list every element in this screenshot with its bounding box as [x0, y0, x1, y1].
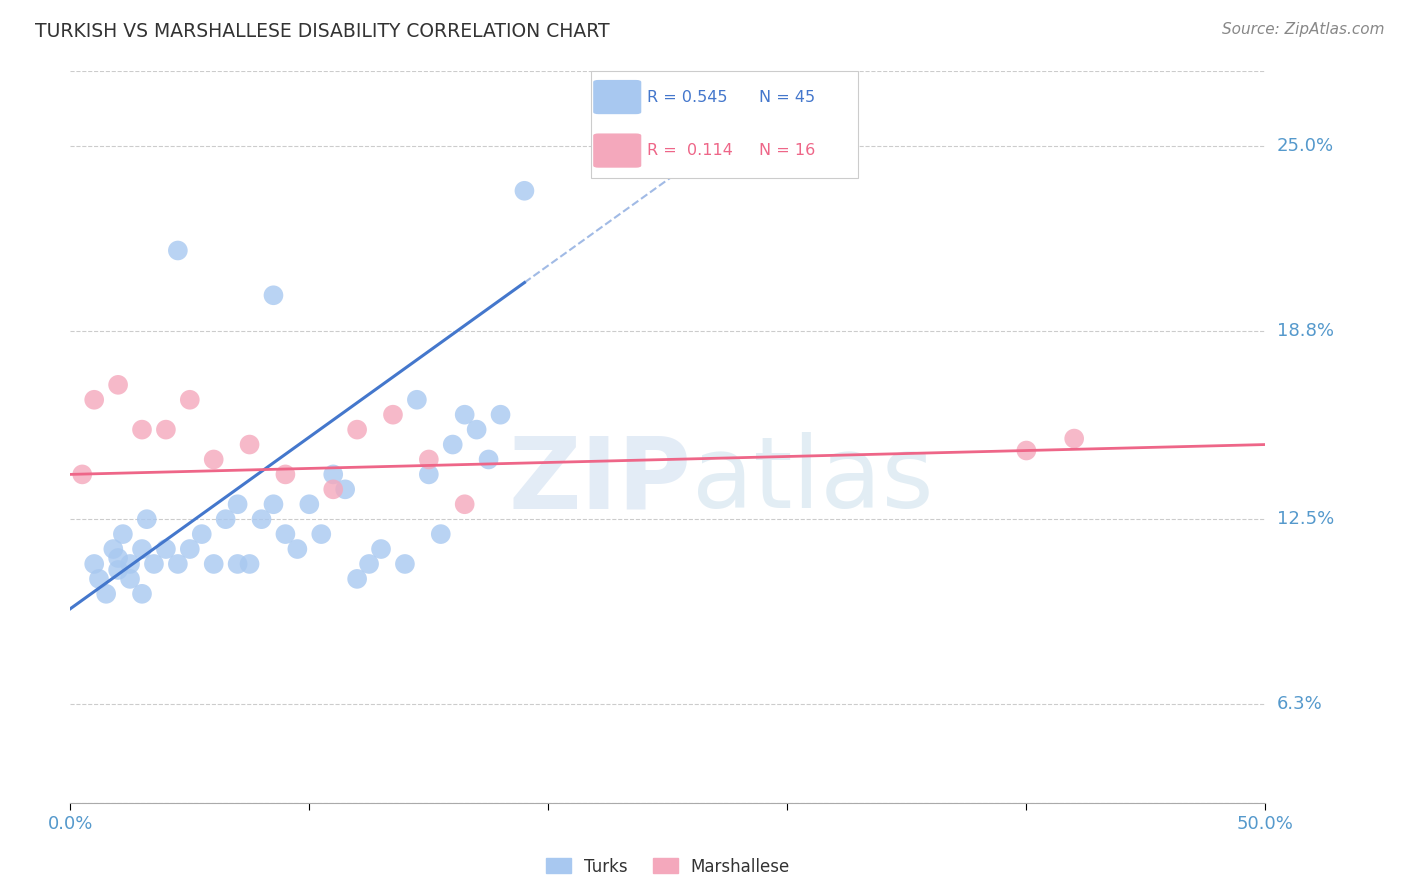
Text: R =  0.114: R = 0.114: [647, 143, 733, 158]
Point: [107, 563, 129, 577]
Point: [418, 467, 440, 482]
Point: [322, 483, 344, 497]
Point: [226, 497, 249, 511]
Point: [70, 467, 93, 482]
Point: [263, 288, 285, 302]
Point: [107, 377, 129, 392]
FancyBboxPatch shape: [593, 134, 641, 168]
Point: [202, 452, 225, 467]
Point: [454, 408, 477, 422]
Text: TURKISH VS MARSHALLESE DISABILITY CORRELATION CHART: TURKISH VS MARSHALLESE DISABILITY CORREL…: [35, 22, 610, 41]
Point: [179, 392, 201, 407]
Text: 25.0%: 25.0%: [1277, 137, 1334, 155]
Point: [87, 572, 110, 586]
Point: [441, 437, 464, 451]
Text: 18.8%: 18.8%: [1277, 322, 1333, 340]
Text: N = 16: N = 16: [759, 143, 815, 158]
Point: [322, 467, 344, 482]
Point: [418, 452, 440, 467]
FancyBboxPatch shape: [591, 71, 858, 178]
Point: [103, 542, 125, 557]
Point: [191, 527, 214, 541]
Point: [513, 184, 536, 198]
Point: [167, 557, 190, 571]
Point: [489, 408, 512, 422]
Point: [111, 527, 134, 541]
Point: [131, 587, 153, 601]
Point: [263, 497, 285, 511]
Point: [239, 437, 262, 451]
Point: [120, 572, 141, 586]
Text: Source: ZipAtlas.com: Source: ZipAtlas.com: [1222, 22, 1385, 37]
Text: N = 45: N = 45: [759, 89, 815, 104]
Point: [83, 557, 105, 571]
Point: [311, 527, 333, 541]
Point: [370, 542, 392, 557]
Point: [131, 423, 153, 437]
Point: [430, 527, 453, 541]
Point: [135, 512, 157, 526]
Point: [335, 483, 357, 497]
Point: [478, 452, 501, 467]
Point: [274, 467, 297, 482]
FancyBboxPatch shape: [593, 80, 641, 114]
Point: [167, 244, 190, 258]
Text: atlas: atlas: [692, 433, 934, 530]
Point: [250, 512, 273, 526]
Point: [406, 392, 429, 407]
Point: [120, 557, 141, 571]
Point: [346, 572, 368, 586]
Point: [83, 392, 105, 407]
Point: [1015, 443, 1038, 458]
Point: [394, 557, 416, 571]
Point: [214, 512, 236, 526]
Point: [143, 557, 166, 571]
Point: [155, 542, 177, 557]
Point: [226, 557, 249, 571]
Text: ZIP: ZIP: [509, 433, 692, 530]
Point: [179, 542, 201, 557]
Point: [454, 497, 477, 511]
Text: 6.3%: 6.3%: [1277, 695, 1322, 714]
Point: [96, 587, 118, 601]
Point: [202, 557, 225, 571]
Point: [131, 542, 153, 557]
Point: [382, 408, 405, 422]
Legend: Turks, Marshallese: Turks, Marshallese: [538, 851, 797, 882]
Point: [274, 527, 297, 541]
Point: [359, 557, 381, 571]
Point: [465, 423, 488, 437]
Text: 12.5%: 12.5%: [1277, 510, 1334, 528]
Point: [1063, 432, 1085, 446]
Point: [107, 551, 129, 566]
Point: [239, 557, 262, 571]
Point: [287, 542, 309, 557]
Point: [298, 497, 321, 511]
Point: [346, 423, 368, 437]
Text: R = 0.545: R = 0.545: [647, 89, 727, 104]
Point: [155, 423, 177, 437]
